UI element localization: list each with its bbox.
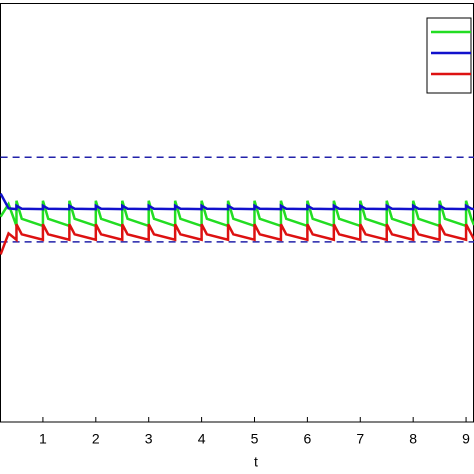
series-line <box>0 223 474 255</box>
series-line <box>0 193 474 211</box>
plot-area <box>0 156 474 255</box>
plot-frame <box>0 3 474 423</box>
x-tick-label: 2 <box>92 431 100 447</box>
x-tick-label: 8 <box>409 431 417 447</box>
x-tick-label: 9 <box>462 431 470 447</box>
legend-box <box>426 17 472 94</box>
x-axis-label: t <box>254 454 258 470</box>
x-tick-label: 3 <box>145 431 153 447</box>
x-tick-label: 7 <box>356 431 364 447</box>
x-tick-label: 6 <box>303 431 311 447</box>
x-tick-label: 1 <box>39 431 47 447</box>
x-tick-label: 5 <box>251 431 259 447</box>
x-tick-label: 4 <box>198 431 206 447</box>
